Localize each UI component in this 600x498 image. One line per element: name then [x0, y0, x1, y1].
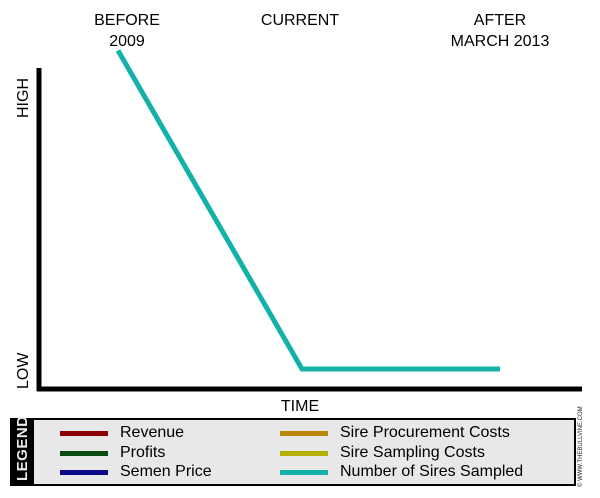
legend-swatch [60, 469, 108, 475]
legend-item-profits: Profits [60, 443, 165, 463]
legend-label: Revenue [120, 424, 185, 441]
legend-item-number-of-sires-sampled: Number of Sires Sampled [280, 462, 523, 482]
period-label-line1: AFTER [473, 12, 527, 29]
legend-label: Profits [120, 444, 166, 461]
legend-title-bar: LEGEND [12, 415, 34, 484]
period-label-after: AFTER MARCH 2013 [440, 10, 560, 52]
period-label-line2: 2009 [109, 33, 145, 50]
x-axis-label: TIME [280, 398, 320, 415]
legend-label: Semen Price [120, 463, 212, 480]
legend-label: Sire Sampling Costs [340, 444, 485, 461]
legend-swatch [280, 450, 328, 456]
legend-label: Number of Sires Sampled [340, 463, 524, 480]
legend-swatch [60, 450, 108, 456]
watermark: © WWW.THEBULLVINE.COM [578, 406, 584, 487]
legend-item-sire-procurement-costs: Sire Procurement Costs [280, 423, 510, 443]
legend-swatch [60, 430, 108, 436]
legend-swatch [280, 430, 328, 436]
period-label-before: BEFORE 2009 [75, 10, 179, 52]
period-label-line2: MARCH 2013 [450, 33, 550, 50]
legend-swatch [280, 469, 328, 475]
legend: LEGEND Revenue Profits Semen Price Sire … [10, 415, 576, 486]
period-label-line1: BEFORE [94, 12, 160, 29]
legend-title: LEGEND [14, 415, 31, 481]
legend-item-revenue: Revenue [60, 423, 184, 443]
legend-item-semen-price: Semen Price [60, 462, 212, 482]
period-label-current: CURRENT [240, 10, 360, 31]
series-line-number-of-sires-sampled [115, 49, 500, 372]
period-label-line1: CURRENT [260, 12, 340, 29]
legend-label: Sire Procurement Costs [340, 424, 510, 441]
legend-item-sire-sampling-costs: Sire Sampling Costs [280, 443, 485, 463]
